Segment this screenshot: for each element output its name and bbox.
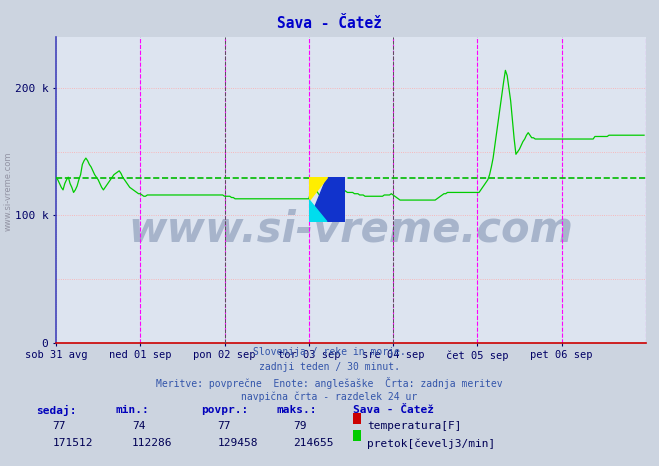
Text: min.:: min.: bbox=[115, 405, 149, 415]
Text: povpr.:: povpr.: bbox=[201, 405, 248, 415]
Text: pretok[čevelj3/min]: pretok[čevelj3/min] bbox=[367, 438, 496, 449]
Text: Slovenija / reke in morje.: Slovenija / reke in morje. bbox=[253, 347, 406, 357]
Text: sedaj:: sedaj: bbox=[36, 405, 76, 417]
Polygon shape bbox=[309, 199, 327, 222]
Text: 79: 79 bbox=[293, 421, 306, 431]
Text: 129458: 129458 bbox=[217, 438, 258, 448]
Polygon shape bbox=[309, 178, 327, 199]
Text: www.si-vreme.com: www.si-vreme.com bbox=[129, 209, 573, 251]
Text: maks.:: maks.: bbox=[277, 405, 317, 415]
Text: zadnji teden / 30 minut.: zadnji teden / 30 minut. bbox=[259, 362, 400, 372]
Text: 171512: 171512 bbox=[53, 438, 93, 448]
Text: Sava - Čatež: Sava - Čatež bbox=[277, 16, 382, 31]
Text: temperatura[F]: temperatura[F] bbox=[367, 421, 461, 431]
Text: www.si-vreme.com: www.si-vreme.com bbox=[4, 151, 13, 231]
Text: 74: 74 bbox=[132, 421, 145, 431]
Text: 77: 77 bbox=[53, 421, 66, 431]
Text: Meritve: povprečne  Enote: anglešaške  Črta: zadnja meritev: Meritve: povprečne Enote: anglešaške Črt… bbox=[156, 377, 503, 389]
Polygon shape bbox=[309, 178, 345, 222]
Text: navpična črta - razdelek 24 ur: navpična črta - razdelek 24 ur bbox=[241, 392, 418, 403]
Text: 112286: 112286 bbox=[132, 438, 172, 448]
Text: Sava - Čatež: Sava - Čatež bbox=[353, 405, 434, 415]
Text: 214655: 214655 bbox=[293, 438, 333, 448]
Text: 77: 77 bbox=[217, 421, 231, 431]
